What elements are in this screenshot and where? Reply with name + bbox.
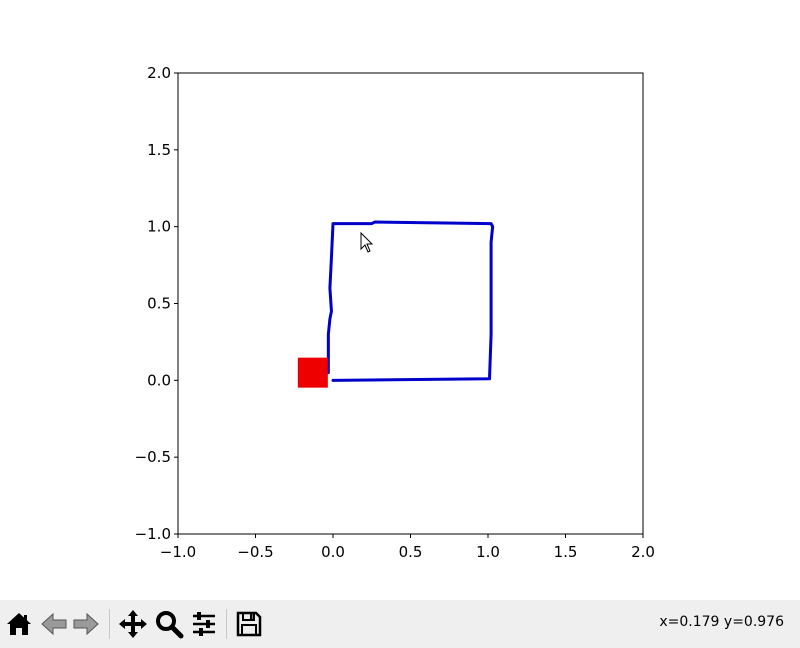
back-button[interactable] [38,608,70,640]
y-tick-label: −0.5 [135,448,171,466]
zoom-button[interactable] [153,608,185,640]
x-tick-label: 1.5 [554,543,578,561]
configure-subplots-icon [193,612,215,636]
y-tick-label: 0.5 [147,295,171,313]
red-square-marker [297,357,328,388]
back-icon [41,612,67,636]
series-line [326,220,495,382]
y-tick-label: 1.5 [147,141,171,159]
plot-area[interactable]: −1.0 −0.5 0.0 0.5 1.0 1.5 2.0 −1.0 −0.5 0.0 0.5 1.0… [0,0,800,600]
y-tick-label: 0.0 [147,371,171,389]
y-tick-label: −1.0 [135,525,171,543]
home-icon [7,613,31,635]
configure-subplots-button[interactable] [188,608,220,640]
pan-icon [119,610,147,638]
x-tick-label: 0.5 [399,543,423,561]
y-tick-label: 1.0 [147,218,171,236]
axes-frame [177,72,644,535]
home-button[interactable] [3,608,35,640]
cursor-coordinates: x=0.179 y=0.976 [659,614,784,630]
zoom-icon [156,611,184,639]
mouse-cursor-icon [360,231,374,253]
y-tick-label: 2.0 [147,64,171,82]
x-tick-label: 2.0 [631,543,655,561]
toolbar-separator [226,609,227,639]
pan-button[interactable] [117,608,149,640]
forward-button[interactable] [70,608,102,640]
save-icon [236,611,262,637]
chart: −1.0 −0.5 0.0 0.5 1.0 1.5 2.0 −1.0 −0.5 0.0 0.5 1.0… [135,64,655,561]
x-tick-label: −0.5 [237,543,273,561]
navigation-toolbar: x=0.179 y=0.976 [0,600,800,648]
forward-icon [73,612,99,636]
x-tick-label: 0.0 [321,543,345,561]
x-tick-label: −1.0 [160,543,196,561]
save-button[interactable] [233,608,265,640]
toolbar-separator [109,609,110,639]
x-tick-label: 1.0 [476,543,500,561]
